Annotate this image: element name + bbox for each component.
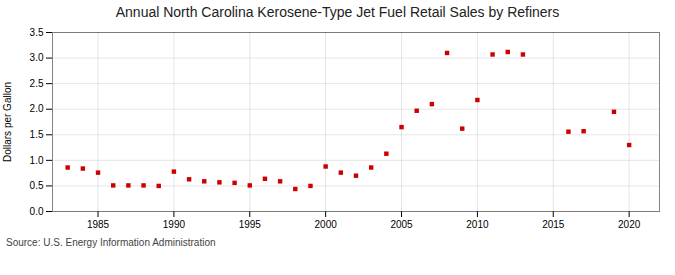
svg-text:2005: 2005 xyxy=(390,219,413,230)
svg-text:2000: 2000 xyxy=(315,219,338,230)
svg-text:3.5: 3.5 xyxy=(30,27,44,38)
svg-text:3.0: 3.0 xyxy=(30,52,44,63)
svg-text:Dollars per Gallon: Dollars per Gallon xyxy=(2,82,13,162)
svg-text:2010: 2010 xyxy=(466,219,489,230)
svg-text:2.5: 2.5 xyxy=(30,78,44,89)
svg-text:1.0: 1.0 xyxy=(30,155,44,166)
svg-text:0.0: 0.0 xyxy=(30,206,44,217)
svg-text:1.5: 1.5 xyxy=(30,129,44,140)
svg-text:1995: 1995 xyxy=(239,219,262,230)
svg-text:0.5: 0.5 xyxy=(30,180,44,191)
svg-text:2020: 2020 xyxy=(618,219,641,230)
svg-text:1990: 1990 xyxy=(163,219,186,230)
html-text:Annual North Carolina Kerosene: Annual North Carolina Kerosene-Type Jet … xyxy=(115,4,560,20)
svg-text:2.0: 2.0 xyxy=(30,103,44,114)
svg-text:2015: 2015 xyxy=(542,219,565,230)
html-text:Source: U.S. Energy Informatio: Source: U.S. Energy Information Administ… xyxy=(6,237,216,248)
svg-text:1985: 1985 xyxy=(87,219,110,230)
